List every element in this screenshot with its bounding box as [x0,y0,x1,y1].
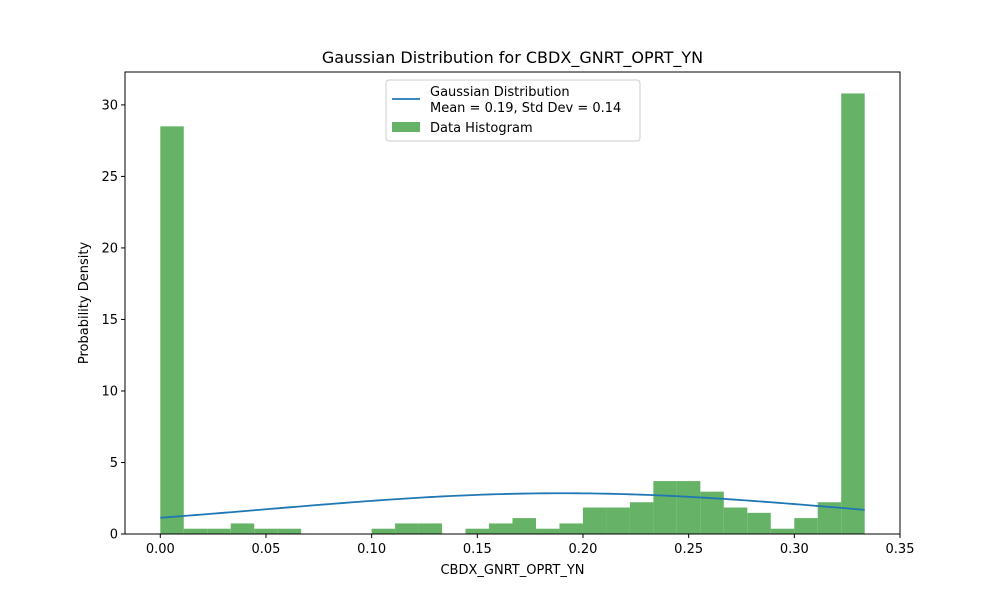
x-tick-label: 0.35 [886,542,915,557]
histogram-bar [653,481,677,534]
histogram-bar [535,528,560,534]
histogram-bar [747,512,771,534]
gaussian-curve-layer [160,492,865,519]
histogram-bar [794,518,818,534]
histogram-bar [183,528,208,534]
histogram-bar [512,518,536,534]
legend-histogram-label: Data Histogram [430,121,533,136]
y-tick-label: 5 [110,456,118,471]
y-axis-label: Probability Density [77,242,92,365]
histogram-bar [770,528,795,534]
histogram-bar [254,528,278,534]
y-tick-label: 15 [101,313,118,328]
histogram-bar [817,502,842,534]
histogram-bars [160,93,865,535]
x-tick-label: 0.30 [780,542,809,557]
histogram-bar [582,507,607,534]
x-tick-label: 0.25 [674,542,703,557]
histogram-bar [277,528,302,534]
legend-gaussian-label-line1: Gaussian Distribution [430,85,570,100]
y-tick-label: 10 [101,384,118,399]
histogram-bar [465,528,490,534]
histogram-bar [395,523,419,534]
y-tick-label: 30 [101,98,118,113]
histogram-bar [559,523,583,534]
histogram-bar [606,507,630,534]
x-tick-label: 0.10 [357,542,386,557]
x-axis-label: CBDX_GNRT_OPRT_YN [440,563,584,578]
histogram-bar [418,523,443,534]
y-tick-label: 20 [101,241,118,256]
x-axis-ticks: 0.00 0.05 0.10 0.15 0.20 0.25 0.30 0.35 [146,534,915,557]
histogram-bar [629,502,654,534]
legend-histogram-swatch [392,122,420,132]
chart-title: Gaussian Distribution for CBDX_GNRT_OPRT… [322,48,703,68]
plot-frame [124,71,901,535]
y-tick-label: 0 [110,528,118,543]
legend: Gaussian Distribution Mean = 0.19, Std D… [385,79,641,142]
y-tick-label: 25 [101,170,118,185]
histogram-bar [230,523,255,534]
histogram-bar [841,93,865,534]
histogram-bar [700,491,724,534]
legend-frame [385,79,641,142]
y-axis-ticks: 0 5 10 15 20 25 30 [101,98,125,543]
x-tick-label: 0.15 [463,542,492,557]
histogram-bar [371,528,396,534]
x-tick-label: 0.20 [569,542,598,557]
x-tick-label: 0.05 [251,542,280,557]
histogram-bar [723,507,748,534]
gaussian-curve [160,492,865,519]
legend-gaussian-label-line2: Mean = 0.19, Std Dev = 0.14 [430,101,621,116]
x-tick-label: 0.00 [146,542,175,557]
histogram-bar [676,481,701,534]
histogram-bar [160,126,184,535]
histogram-bar [489,523,513,534]
histogram-bar [207,528,231,534]
